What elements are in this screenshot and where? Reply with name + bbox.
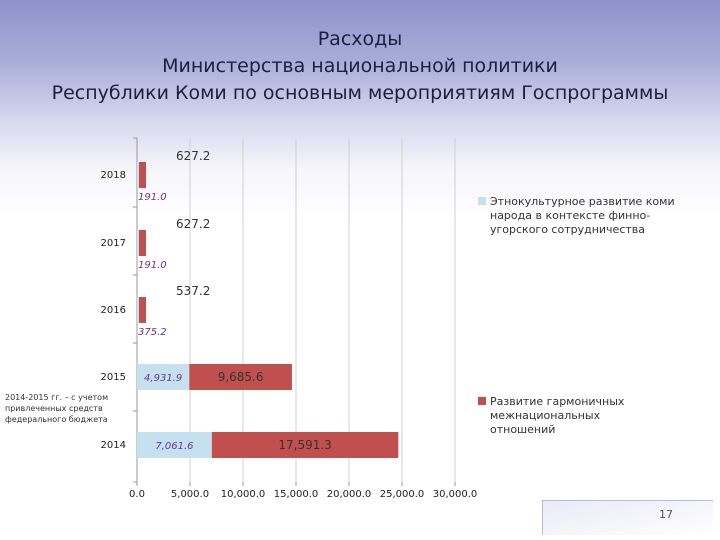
legend-label-ethnocultural: Этнокультурное развитие коми народа в ко… xyxy=(490,195,675,236)
bar-harmonious xyxy=(139,297,146,323)
x-tick-label: 15,000.0 xyxy=(274,489,319,500)
data-label-harmonious: 627.2 xyxy=(176,149,210,163)
bar-ethnocultural xyxy=(137,364,190,390)
category-label: 2017 xyxy=(101,238,126,249)
x-tick-label: 25,000.0 xyxy=(380,489,425,500)
chart-title: Расходы Министерства национальной полити… xyxy=(0,26,720,107)
title-line-1: Расходы xyxy=(317,28,403,50)
data-label-harmonious: 9,685.6 xyxy=(218,370,264,384)
bar-harmonious xyxy=(211,432,399,458)
category-label: 2014 xyxy=(101,440,126,451)
legend-swatch-harmonious xyxy=(478,397,486,405)
category-label: 2018 xyxy=(101,170,126,181)
page-number-box: 17 xyxy=(542,500,713,535)
bar-ethnocultural xyxy=(137,162,140,188)
x-tick-label: 5,000.0 xyxy=(171,489,209,500)
bar-harmonious xyxy=(139,230,146,256)
page-number: 17 xyxy=(659,508,673,521)
data-label-harmonious: 17,591.3 xyxy=(278,438,331,452)
bar-harmonious xyxy=(189,364,292,390)
data-label-harmonious: 627.2 xyxy=(176,217,210,231)
legend-swatch-ethnocultural xyxy=(478,197,486,205)
bar-harmonious xyxy=(139,162,146,188)
legend-label-harmonious: Развитие гармоничных межнациональных отн… xyxy=(490,395,625,436)
category-label: 2015 xyxy=(101,372,126,383)
x-tick-label: 0.0 xyxy=(129,489,145,500)
data-label-ethnocultural: 191.0 xyxy=(138,260,167,271)
data-label-harmonious: 537.2 xyxy=(176,284,210,298)
title-line-3: Республики Коми по основным мероприятиям… xyxy=(51,82,669,104)
x-tick-label: 10,000.0 xyxy=(221,489,266,500)
x-tick-label: 30,000.0 xyxy=(433,489,478,500)
bar-ethnocultural xyxy=(137,230,140,256)
data-label-ethnocultural: 375.2 xyxy=(138,327,167,338)
bar-ethnocultural xyxy=(137,297,141,323)
data-label-ethnocultural: 7,061.6 xyxy=(155,441,193,452)
footnote: 2014-2015 гг. – с учетом привлеченных ср… xyxy=(5,393,109,424)
data-label-ethnocultural: 4,931.9 xyxy=(144,373,182,384)
data-label-ethnocultural: 191.0 xyxy=(138,192,167,203)
bar-ethnocultural xyxy=(137,432,212,458)
x-tick-label: 20,000.0 xyxy=(327,489,372,500)
category-label: 2016 xyxy=(101,305,126,316)
title-line-2: Министерства национальной политики xyxy=(162,55,558,77)
